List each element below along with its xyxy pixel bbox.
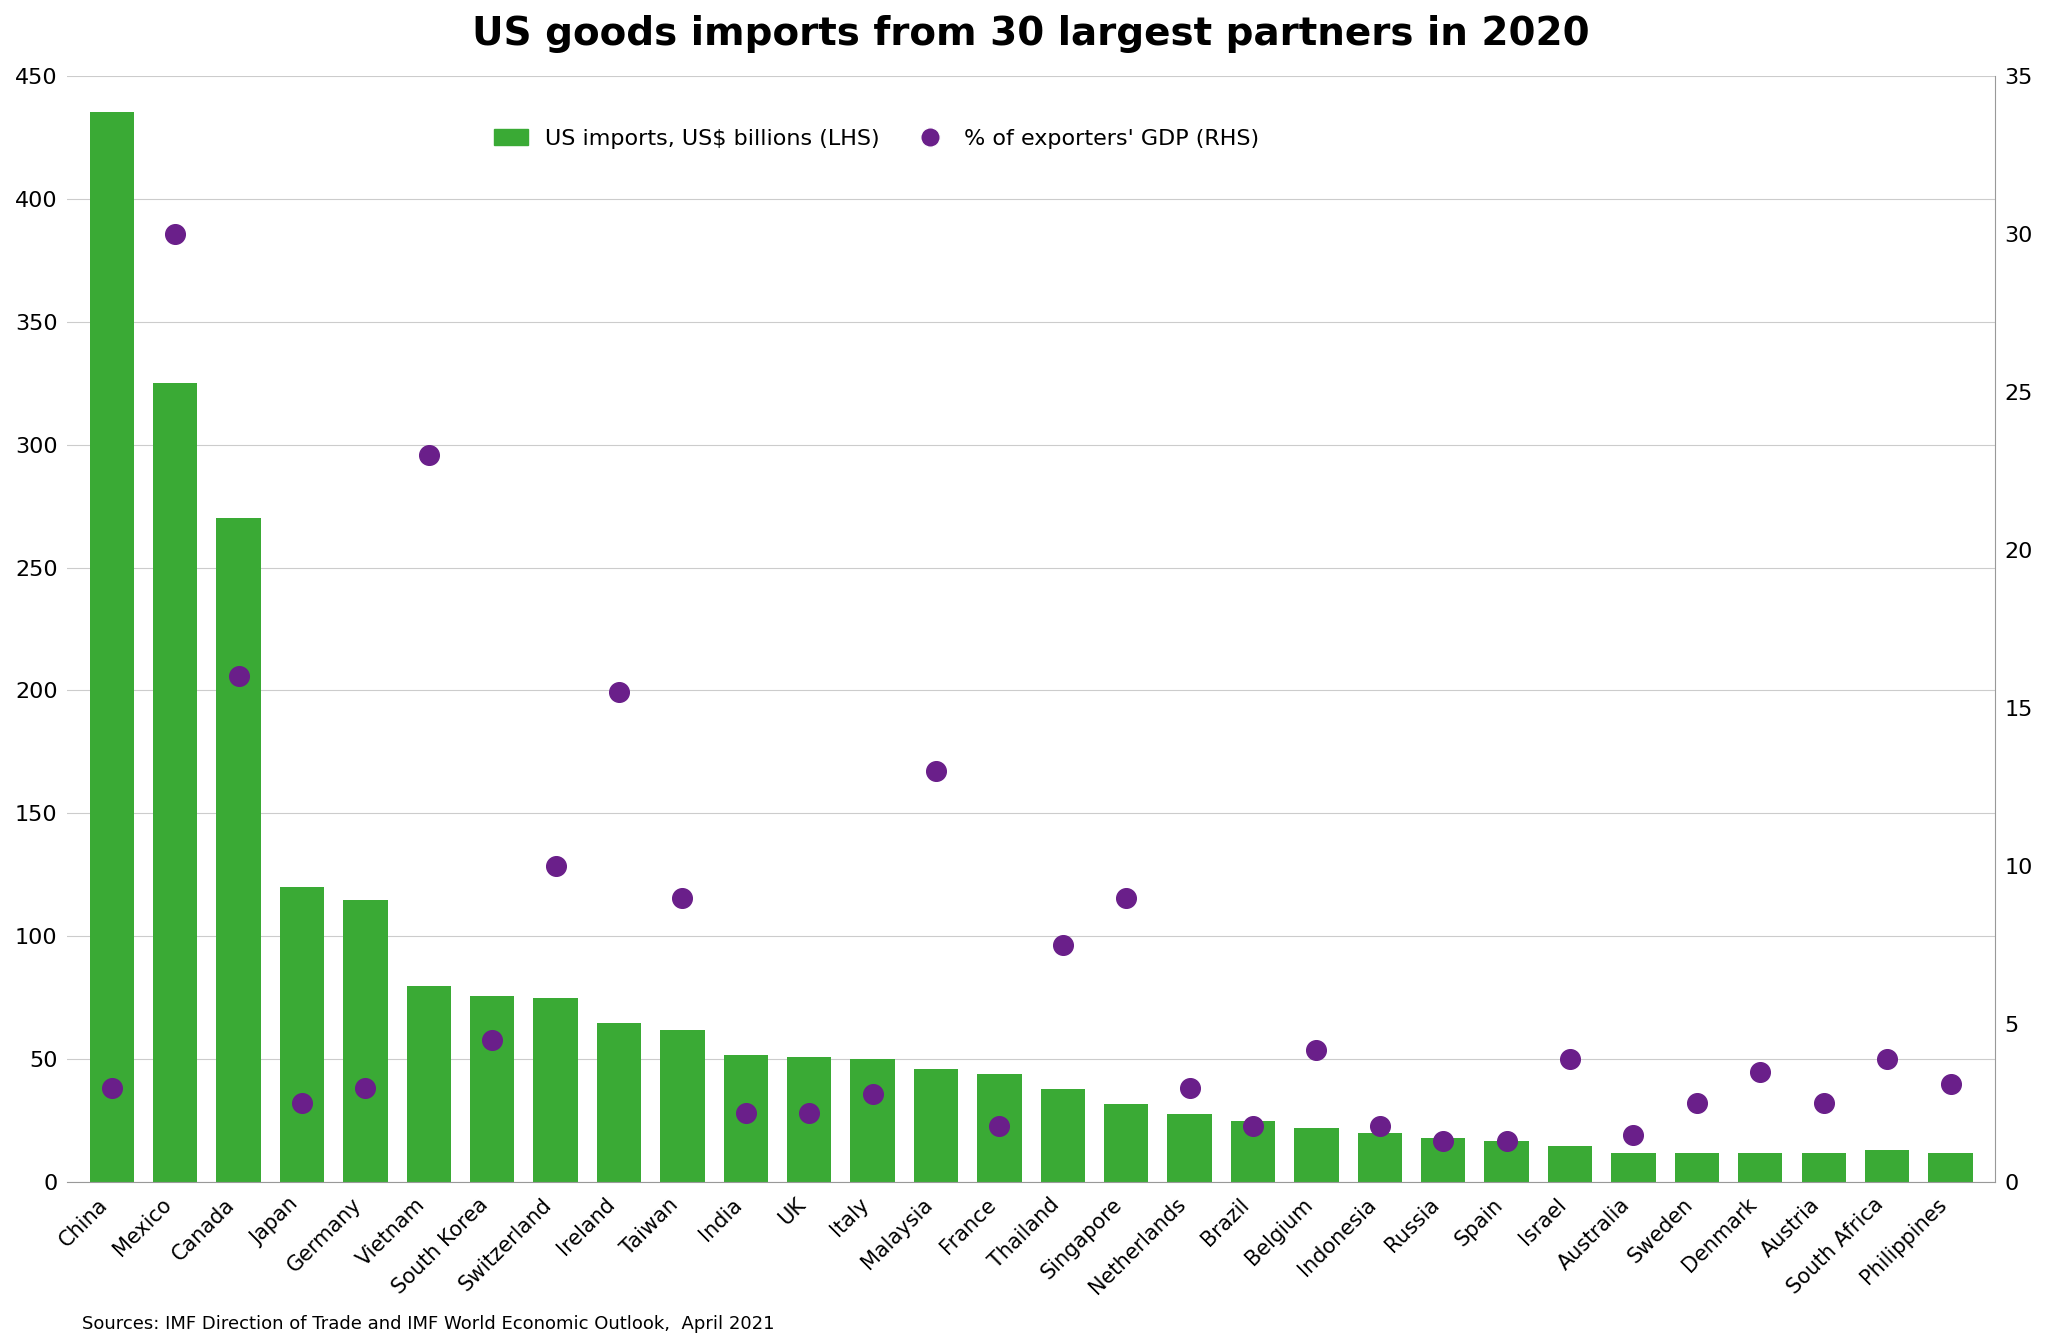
Bar	[532, 998, 578, 1182]
Point	[1491, 1131, 1524, 1152]
Bar	[1231, 1122, 1276, 1182]
Point	[602, 682, 635, 704]
Point	[856, 1083, 889, 1104]
Bar	[1739, 1152, 1782, 1182]
Point	[1047, 934, 1079, 955]
Point	[1300, 1038, 1333, 1060]
Point	[285, 1092, 317, 1114]
Bar	[469, 996, 514, 1182]
Legend: US imports, US$ billions (LHS), % of exporters' GDP (RHS): US imports, US$ billions (LHS), % of exp…	[485, 119, 1268, 158]
Point	[1174, 1077, 1206, 1099]
Point	[1618, 1124, 1651, 1146]
Bar	[1040, 1089, 1085, 1182]
Point	[160, 222, 193, 244]
Point	[1745, 1061, 1778, 1083]
Point	[793, 1103, 825, 1124]
Bar	[1612, 1152, 1655, 1182]
Bar	[1358, 1134, 1403, 1182]
Bar	[1167, 1114, 1212, 1182]
Bar	[1675, 1152, 1718, 1182]
Point	[1681, 1092, 1714, 1114]
Point	[221, 666, 254, 687]
Point	[412, 445, 444, 466]
Point	[1933, 1073, 1966, 1095]
Point	[1110, 887, 1143, 909]
Bar	[408, 986, 451, 1182]
Bar	[977, 1075, 1022, 1182]
Bar	[1485, 1140, 1530, 1182]
Bar	[1802, 1152, 1845, 1182]
Point	[1427, 1131, 1460, 1152]
Bar	[281, 887, 324, 1182]
Point	[539, 855, 571, 876]
Bar	[913, 1069, 958, 1182]
Bar	[1866, 1151, 1909, 1182]
Point	[1554, 1048, 1587, 1069]
Bar	[1104, 1104, 1149, 1182]
Point	[475, 1029, 508, 1051]
Bar	[723, 1055, 768, 1182]
Point	[1364, 1115, 1397, 1136]
Point	[1870, 1048, 1903, 1069]
Point	[666, 887, 698, 909]
Point	[983, 1115, 1016, 1136]
Bar	[659, 1030, 705, 1182]
Point	[920, 761, 952, 783]
Bar	[154, 383, 197, 1182]
Title: US goods imports from 30 largest partners in 2020: US goods imports from 30 largest partner…	[473, 15, 1589, 54]
Point	[1237, 1115, 1270, 1136]
Point	[1806, 1092, 1839, 1114]
Bar	[1294, 1128, 1339, 1182]
Bar	[786, 1057, 831, 1182]
Point	[348, 1077, 381, 1099]
Bar	[1548, 1146, 1591, 1182]
Text: Sources: IMF Direction of Trade and IMF World Economic Outlook,  April 2021: Sources: IMF Direction of Trade and IMF …	[82, 1316, 774, 1333]
Bar	[90, 113, 133, 1182]
Bar	[344, 899, 387, 1182]
Bar	[1421, 1138, 1466, 1182]
Bar	[850, 1060, 895, 1182]
Point	[96, 1077, 129, 1099]
Bar	[1929, 1152, 1972, 1182]
Bar	[217, 519, 260, 1182]
Point	[729, 1103, 762, 1124]
Bar	[596, 1022, 641, 1182]
